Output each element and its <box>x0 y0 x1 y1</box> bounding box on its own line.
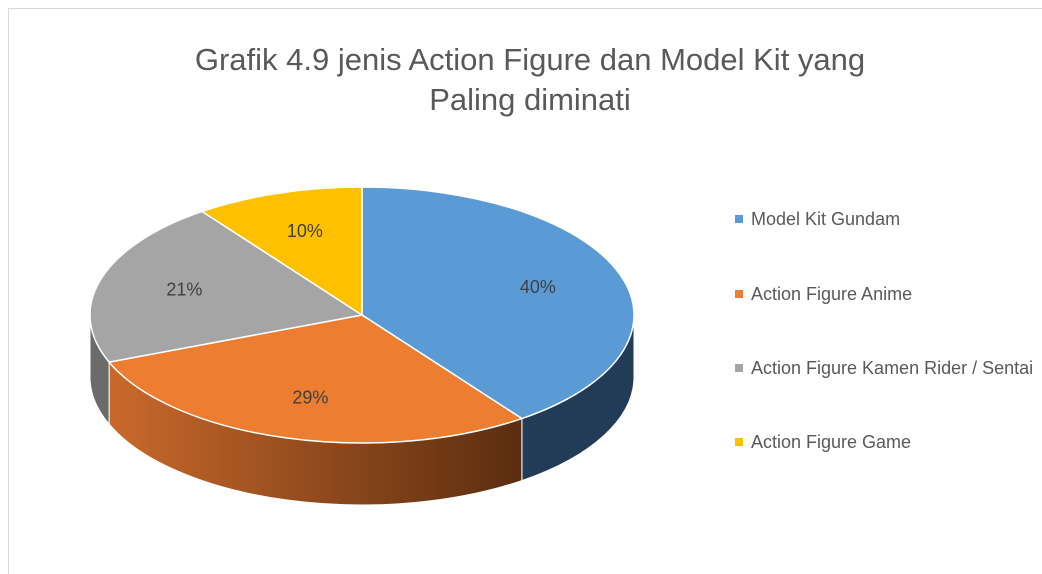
slice <box>107 314 524 444</box>
legend-label: Action Figure Kamen Rider / Sentai <box>751 358 1034 378</box>
data-label: 40% <box>520 277 556 297</box>
legend-label: Model Kit Gundam <box>751 209 901 229</box>
legend-item: Action Figure Game <box>735 428 1042 456</box>
legend-item: Model Kit Gundam <box>735 205 1042 233</box>
chart-title: Grafik 4.9 jenis Action Figure dan Model… <box>194 42 866 117</box>
legend-label: Action Figure Game <box>751 432 912 452</box>
slice <box>89 210 364 363</box>
chart-border <box>8 8 1042 574</box>
legend-swatch <box>735 438 743 446</box>
data-label: 29% <box>292 387 328 407</box>
slice <box>361 186 635 420</box>
legend-item: Action Figure Kamen Rider / Sentai <box>735 354 1042 382</box>
legend-swatch <box>735 364 743 372</box>
data-label: 10% <box>287 221 323 241</box>
slice <box>200 186 363 317</box>
legend-item: Action Figure Anime <box>735 280 1042 308</box>
legend-swatch <box>735 215 743 223</box>
data-label: 21% <box>166 279 202 299</box>
legend-label: Action Figure Anime <box>751 284 913 304</box>
legend-swatch <box>735 290 743 298</box>
